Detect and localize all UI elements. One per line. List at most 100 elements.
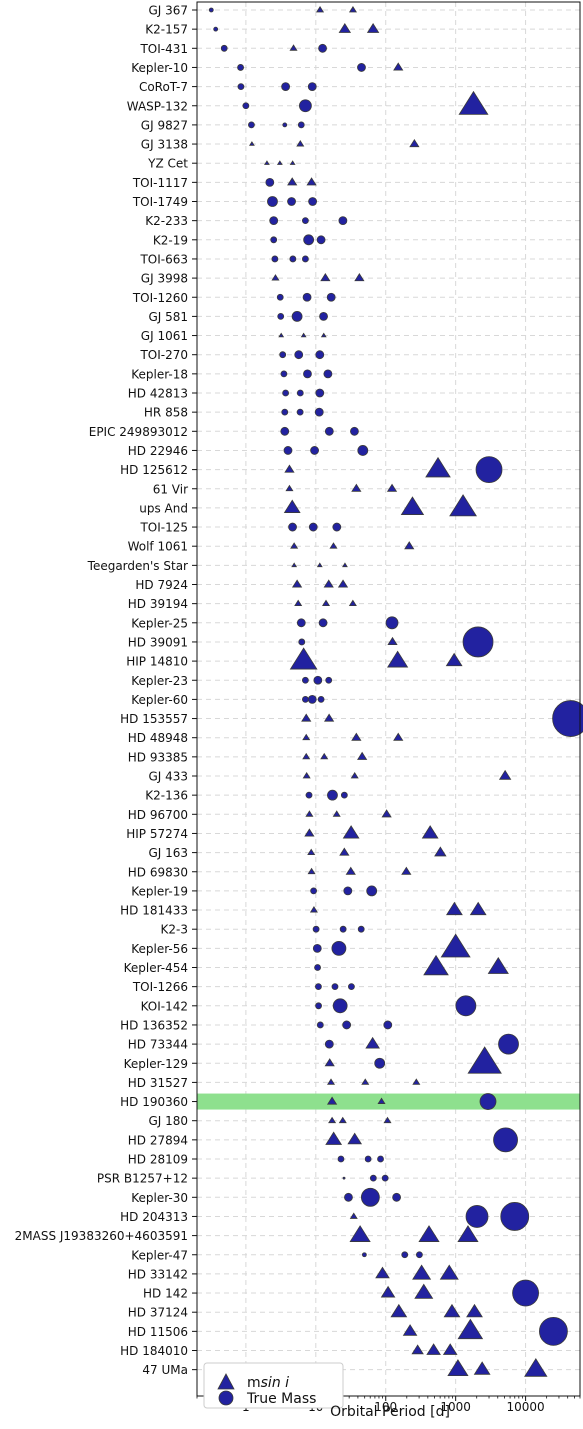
system-label: HD 181433	[120, 904, 188, 918]
planet-marker-true-mass	[364, 1155, 372, 1163]
planet-marker-msini	[457, 1318, 484, 1340]
system-label: HD 31527	[128, 1076, 188, 1090]
planet-marker-true-mass	[315, 388, 325, 398]
planet-marker-true-mass	[339, 925, 347, 933]
system-label: K2-3	[161, 923, 188, 937]
planet-marker-true-mass	[340, 791, 348, 799]
planet-marker-msini	[291, 562, 298, 568]
planet-marker-true-mass	[360, 1187, 380, 1207]
x-axis-title: Orbital Period [d]	[330, 1404, 450, 1420]
legend-msini-label: msin i	[247, 1375, 289, 1391]
planet-marker-true-mass	[465, 1205, 489, 1228]
planet-marker-true-mass	[337, 1155, 345, 1163]
planet-marker-msini	[443, 1303, 461, 1318]
planet-marker-true-mass	[279, 351, 287, 359]
planet-marker-true-mass	[383, 1020, 393, 1030]
planet-marker-msini	[347, 1132, 363, 1145]
system-label: Kepler-25	[131, 616, 188, 630]
system-label: Wolf 1061	[128, 540, 188, 554]
system-label: PSR B1257+12	[97, 1172, 188, 1186]
planet-marker-msini	[285, 484, 294, 492]
planet-marker-msini	[349, 1225, 371, 1242]
planet-marker-msini	[289, 160, 296, 165]
planet-marker-msini	[447, 1359, 469, 1377]
system-label: Kepler-30	[131, 1191, 188, 1205]
planet-marker-true-mass	[237, 83, 245, 90]
planet-marker-msini	[402, 1324, 418, 1336]
planet-marker-true-mass	[213, 26, 219, 32]
planet-marker-true-mass	[381, 1174, 389, 1182]
planet-marker-msini	[412, 1264, 432, 1280]
system-label: 2MASS J19383260+4603591	[15, 1229, 188, 1243]
planet-marker-true-mass	[277, 312, 285, 320]
planet-marker-true-mass	[297, 121, 305, 129]
planet-marker-msini	[349, 1212, 358, 1219]
planet-marker-msini	[290, 542, 299, 549]
system-label: HIP 14810	[126, 655, 188, 669]
system-label: GJ 163	[148, 846, 188, 860]
planet-marker-msini	[320, 332, 327, 338]
planet-marker-true-mass	[271, 255, 279, 263]
planet-marker-msini	[296, 140, 305, 147]
planet-marker-true-mass	[291, 310, 303, 322]
planet-marker-msini	[342, 825, 360, 839]
planet-marker-msini	[300, 332, 307, 338]
planet-marker-true-mass	[276, 293, 284, 301]
planet-marker-msini	[321, 599, 331, 607]
system-label: Kepler-56	[131, 942, 188, 956]
planet-marker-true-mass	[377, 1155, 384, 1163]
planet-marker-true-mass	[327, 789, 338, 801]
system-label: HD 39091	[128, 635, 188, 649]
planet-marker-msini	[351, 483, 362, 492]
planet-marker-true-mass	[267, 196, 278, 207]
system-label: TOI-1260	[132, 291, 188, 305]
planet-marker-msini	[345, 866, 356, 875]
planet-marker-msini	[387, 636, 398, 646]
planet-marker-msini	[401, 866, 412, 875]
planet-marker-msini	[421, 825, 439, 839]
planet-marker-msini	[386, 483, 398, 492]
planet-marker-msini	[276, 160, 283, 165]
planet-marker-true-mass	[332, 522, 342, 532]
planet-marker-true-mass	[326, 292, 336, 302]
highlight-row	[197, 1093, 580, 1110]
planet-marker-true-mass	[366, 885, 378, 897]
planet-marker-msini	[409, 138, 420, 148]
planet-marker-msini	[302, 733, 311, 741]
planet-marker-true-mass	[302, 696, 309, 703]
planet-marker-msini	[294, 599, 303, 607]
planet-marker-true-mass	[289, 255, 297, 263]
planet-marker-true-mass	[462, 626, 494, 658]
planet-marker-true-mass	[308, 522, 318, 532]
system-label: HD 73344	[128, 1038, 188, 1052]
system-label: TOI-431	[139, 42, 188, 56]
planet-marker-msini	[316, 562, 323, 568]
planet-marker-true-mass	[316, 235, 326, 245]
planet-marker-true-mass	[310, 887, 318, 895]
planet-marker-msini	[338, 22, 352, 33]
planet-marker-msini	[442, 1343, 458, 1355]
planet-marker-msini	[338, 1116, 347, 1124]
planet-marker-msini	[301, 713, 312, 722]
system-label: Kepler-23	[131, 674, 188, 688]
planet-marker-msini	[524, 1358, 548, 1377]
planet-marker-msini	[380, 1285, 396, 1298]
legend-true-mass-label: True Mass	[246, 1391, 316, 1407]
planet-marker-msini	[445, 652, 463, 667]
planet-marker-true-mass	[282, 122, 288, 128]
planet-marker-msini	[445, 901, 463, 916]
planet-marker-msini	[307, 867, 316, 875]
legend-triangle-marker	[217, 1373, 235, 1390]
x-tick-label: 10000	[506, 1400, 544, 1414]
highlight-band	[197, 1093, 580, 1110]
planet-marker-msini	[284, 464, 295, 473]
planet-marker-msini	[264, 160, 270, 165]
planet-marker-true-mass	[344, 1192, 353, 1202]
planet-marker-true-mass	[305, 791, 313, 799]
system-label: HD 28109	[128, 1153, 188, 1167]
planet-marker-msini	[440, 933, 471, 958]
planet-marker-true-mass	[369, 1174, 377, 1182]
planet-marker-true-mass	[281, 408, 289, 416]
planet-marker-msini	[306, 177, 317, 186]
planet-marker-msini	[326, 1096, 338, 1105]
